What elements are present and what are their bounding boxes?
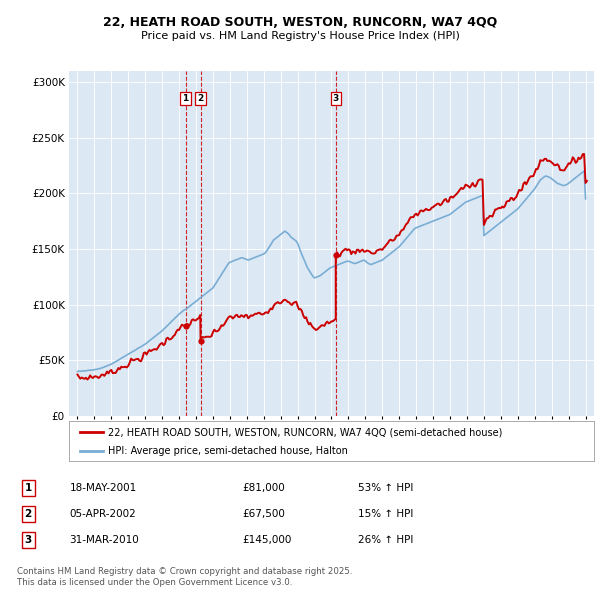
Text: 53% ↑ HPI: 53% ↑ HPI [358,483,413,493]
Text: Price paid vs. HM Land Registry's House Price Index (HPI): Price paid vs. HM Land Registry's House … [140,31,460,41]
Text: 05-APR-2002: 05-APR-2002 [70,509,136,519]
Text: 1: 1 [25,483,32,493]
Text: Contains HM Land Registry data © Crown copyright and database right 2025.
This d: Contains HM Land Registry data © Crown c… [17,568,352,586]
Text: 31-MAR-2010: 31-MAR-2010 [70,535,139,545]
Text: £145,000: £145,000 [242,535,292,545]
Text: 15% ↑ HPI: 15% ↑ HPI [358,509,413,519]
Text: 22, HEATH ROAD SOUTH, WESTON, RUNCORN, WA7 4QQ (semi-detached house): 22, HEATH ROAD SOUTH, WESTON, RUNCORN, W… [109,427,503,437]
Text: 2: 2 [197,94,204,103]
Text: HPI: Average price, semi-detached house, Halton: HPI: Average price, semi-detached house,… [109,445,348,455]
Text: 3: 3 [25,535,32,545]
Text: 18-MAY-2001: 18-MAY-2001 [70,483,137,493]
Text: £67,500: £67,500 [242,509,285,519]
Text: 22, HEATH ROAD SOUTH, WESTON, RUNCORN, WA7 4QQ: 22, HEATH ROAD SOUTH, WESTON, RUNCORN, W… [103,16,497,29]
Text: £81,000: £81,000 [242,483,285,493]
Text: 1: 1 [182,94,188,103]
Text: 2: 2 [25,509,32,519]
Text: 3: 3 [332,94,339,103]
Text: 26% ↑ HPI: 26% ↑ HPI [358,535,413,545]
